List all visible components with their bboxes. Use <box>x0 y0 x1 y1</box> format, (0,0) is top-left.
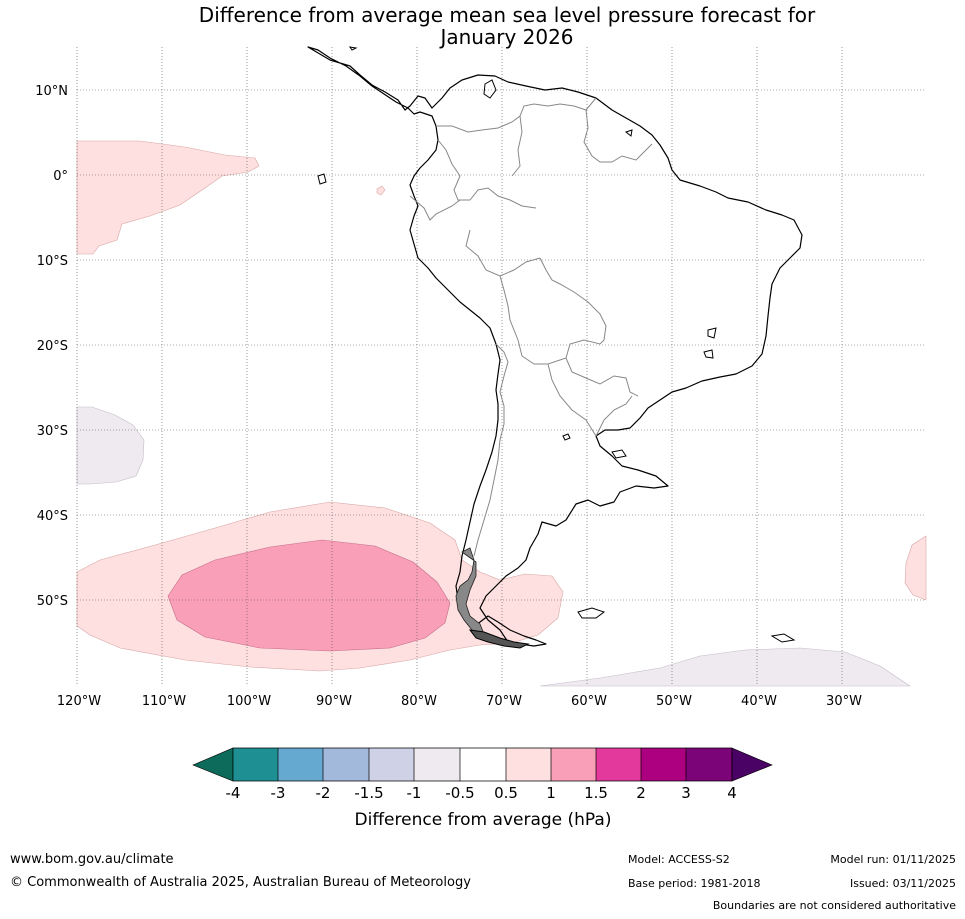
colorbar-tick-label: 1 <box>546 784 556 802</box>
south-america-coastline <box>307 46 803 647</box>
title-line-1: Difference from average mean sea level p… <box>198 3 816 27</box>
lat-label: 30°S <box>37 424 68 439</box>
title-line-2: January 2026 <box>440 25 574 49</box>
colorbar-tick-label: -1 <box>407 784 422 802</box>
lon-label: 120°W <box>57 694 101 709</box>
anomaly-region-south-atlantic-east <box>904 535 927 601</box>
footer-model-run: Model run: 01/11/2025 <box>830 853 956 866</box>
lon-label: 100°W <box>227 694 271 709</box>
colorbar-swatch <box>323 748 369 781</box>
anomaly-region-southwest-pacific-west <box>76 406 145 485</box>
footer-copyright: © Commonwealth of Australia 2025, Austra… <box>10 875 471 890</box>
colorbar-tick-label: 4 <box>727 784 737 802</box>
graticule <box>76 47 926 686</box>
colorbar-tick-label: -1.5 <box>354 784 383 802</box>
chilean-archipelago <box>455 547 530 649</box>
lat-label: 0° <box>53 169 68 184</box>
colorbar-swatch <box>278 748 323 781</box>
lon-label: 70°W <box>486 694 522 709</box>
colorbar-tick-label: 3 <box>681 784 691 802</box>
colorbar-swatch <box>686 748 732 781</box>
colorbar-title: Difference from average (hPa) <box>355 810 612 830</box>
footer-base-period: Base period: 1981-2018 <box>628 877 761 890</box>
colorbar-swatch <box>460 748 506 781</box>
lon-label: 90°W <box>316 694 352 709</box>
footer-issued: Issued: 03/11/2025 <box>849 877 956 890</box>
lat-label: 20°S <box>37 339 68 354</box>
colorbar-tick-label: 1.5 <box>584 784 608 802</box>
lat-label: 40°S <box>37 509 68 524</box>
lon-label: 60°W <box>571 694 607 709</box>
colorbar-extend-low <box>192 747 234 782</box>
lon-label: 40°W <box>741 694 777 709</box>
colorbar-tick-label: -4 <box>226 784 241 802</box>
anomaly-region-south-atlantic-south <box>539 647 911 687</box>
colorbar-tick-label: 2 <box>636 784 646 802</box>
colorbar-swatch <box>233 748 278 781</box>
islands-and-lakes <box>317 46 796 643</box>
latitude-labels: 10°N 0° 10°S 20°S 30°S 40°S 50°S <box>35 84 68 609</box>
colorbar-tick-label: -0.5 <box>445 784 474 802</box>
footer-model: Model: ACCESS-S2 <box>628 853 730 866</box>
colorbar-swatch <box>551 748 596 781</box>
lat-label: 10°S <box>37 254 68 269</box>
colorbar-tick-label: -2 <box>316 784 331 802</box>
colorbar-tick-label: -3 <box>271 784 286 802</box>
colorbar-extend-high <box>731 747 773 782</box>
lon-label: 30°W <box>826 694 862 709</box>
colorbar-swatch <box>641 748 686 781</box>
colorbar-swatch <box>414 748 460 781</box>
lon-label: 110°W <box>142 694 186 709</box>
colorbar-swatch <box>596 748 641 781</box>
lon-label: 80°W <box>401 694 437 709</box>
anomaly-region-southeast-pacific-core <box>167 539 451 652</box>
footer-website: www.bom.gov.au/climate <box>10 852 174 867</box>
colorbar-tick-label: 0.5 <box>494 784 518 802</box>
footer-disclaimer: Boundaries are not considered authoritat… <box>712 899 956 912</box>
colorbar-swatch <box>506 748 551 781</box>
anomaly-speck-galapagos <box>376 185 386 196</box>
lon-label: 50°W <box>656 694 692 709</box>
colorbar-swatch <box>369 748 414 781</box>
lat-label: 10°N <box>35 84 68 99</box>
anomaly-layer <box>76 140 927 687</box>
lat-label: 50°S <box>37 594 68 609</box>
anomaly-region-eastern-tropical-pacific <box>76 140 260 255</box>
country-borders <box>409 97 653 557</box>
longitude-labels: 120°W 110°W 100°W 90°W 80°W 70°W 60°W 50… <box>57 694 862 709</box>
chart-title: Difference from average mean sea level p… <box>0 4 965 48</box>
colorbar: -4 -3 -2 -1.5 -1 -0.5 0.5 1 1.5 2 3 4 Di… <box>192 747 773 830</box>
